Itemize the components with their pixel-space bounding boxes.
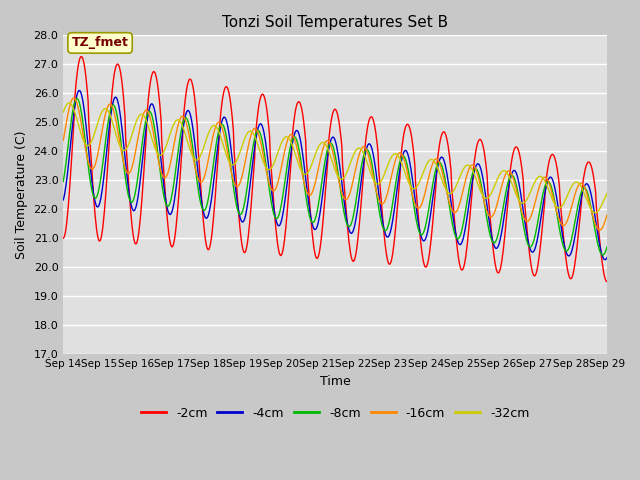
Legend: -2cm, -4cm, -8cm, -16cm, -32cm: -2cm, -4cm, -8cm, -16cm, -32cm [136, 402, 534, 425]
Text: TZ_fmet: TZ_fmet [72, 36, 129, 49]
X-axis label: Time: Time [320, 374, 351, 387]
Title: Tonzi Soil Temperatures Set B: Tonzi Soil Temperatures Set B [222, 15, 448, 30]
Y-axis label: Soil Temperature (C): Soil Temperature (C) [15, 131, 28, 259]
